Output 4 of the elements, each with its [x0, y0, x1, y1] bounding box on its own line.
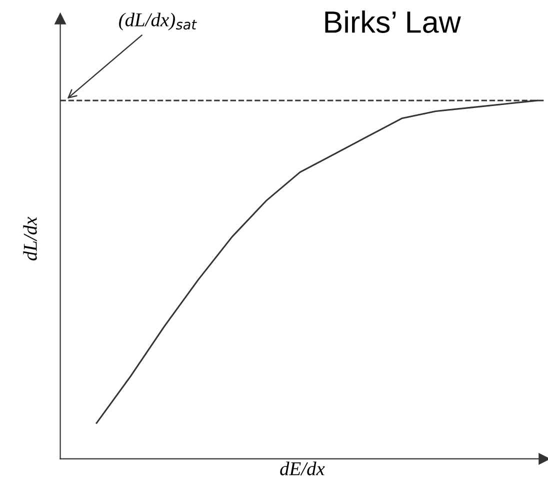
ref-line-label: (dL/dx)$_{sat}$ — [119, 12, 197, 30]
y-axis-title: dL/dx — [23, 216, 37, 260]
x-axis-title: dE/dx — [280, 462, 325, 476]
chart-title: Birks’ Law — [325, 10, 461, 33]
